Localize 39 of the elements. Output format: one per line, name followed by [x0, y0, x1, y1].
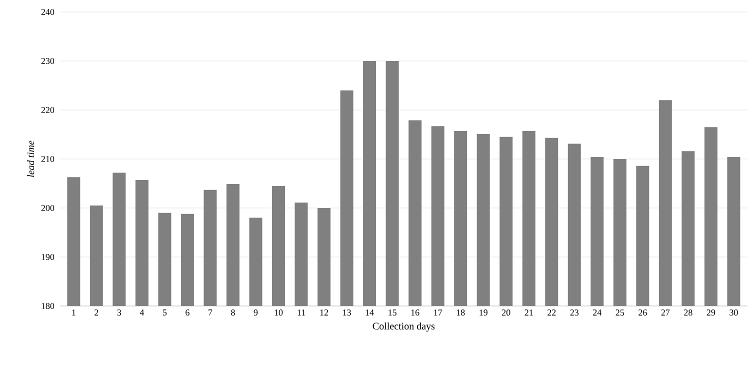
x-tick-label: 23	[570, 310, 579, 316]
x-tick-label: 6	[186, 310, 190, 316]
x-tick-label: 7	[208, 310, 212, 316]
x-tick-label: 29	[706, 310, 716, 316]
x-tick-label: 28	[684, 310, 692, 316]
x-tick-label: 4	[140, 310, 144, 316]
x-tick-label: 12	[320, 310, 328, 316]
x-axis-title: Collection days	[372, 322, 435, 332]
y-tick-label: 240	[41, 8, 54, 16]
y-tick-label: 210	[41, 156, 54, 162]
x-tick-label: 16	[411, 310, 420, 316]
x-tick-label: 20	[502, 310, 510, 316]
x-tick-label: 22	[548, 310, 556, 316]
x-tick-label: 5	[162, 310, 167, 316]
y-tick-label: 180	[42, 302, 54, 310]
x-tick-label: 21	[524, 310, 533, 316]
y-tick-label: 200	[41, 204, 54, 212]
x-tick-label: 9	[254, 310, 258, 316]
x-tick-label: 18	[456, 310, 465, 316]
x-tick-label: 2	[94, 310, 98, 316]
x-tick-label: 27	[661, 310, 670, 316]
y-tick-label: 220	[41, 106, 54, 114]
x-tick-label: 26	[638, 310, 647, 316]
y-tick-label: 190	[42, 254, 54, 260]
x-tick-label: 25	[616, 310, 624, 316]
y-axis-title: lead time	[27, 140, 34, 177]
x-tick-label: 10	[274, 310, 283, 316]
x-tick-label: 17	[434, 310, 442, 316]
x-tick-label: 13	[343, 310, 351, 316]
y-tick-label: 230	[41, 58, 54, 64]
x-tick-label: 1	[72, 310, 76, 316]
x-tick-label: 8	[231, 310, 235, 316]
x-tick-label: 15	[388, 310, 396, 316]
x-tick-label: 11	[298, 310, 306, 316]
x-tick-label: 30	[730, 310, 738, 316]
x-tick-label: 14	[366, 310, 374, 316]
x-tick-label: 19	[480, 310, 488, 316]
x-tick-label: 24	[593, 310, 602, 316]
x-tick-label: 3	[117, 310, 122, 316]
